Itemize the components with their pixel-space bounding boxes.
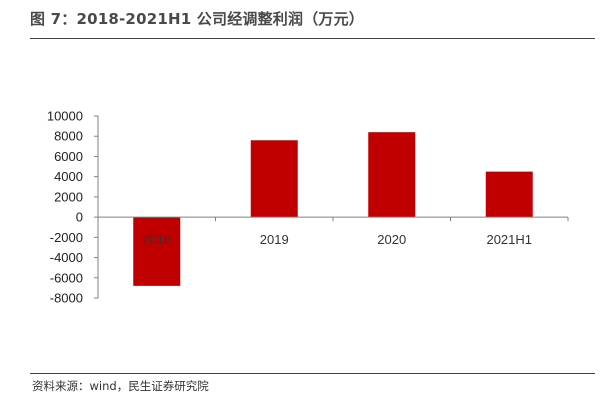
bar-2019 xyxy=(250,140,298,218)
bars-layer xyxy=(133,132,533,286)
bar-2020 xyxy=(368,132,416,218)
y-tick-label: 0 xyxy=(76,210,83,225)
y-tick-label: -2000 xyxy=(50,230,83,245)
y-tick-label: 8000 xyxy=(54,129,83,144)
chart-title: 图 7：2018-2021H1 公司经调整利润（万元） xyxy=(30,10,364,28)
source-note: 资料来源：wind，民生证券研究院 xyxy=(32,379,209,393)
y-tick-label: -8000 xyxy=(50,291,83,306)
x-category-label: 2018 xyxy=(142,232,171,247)
x-category-label: 2019 xyxy=(260,232,289,247)
axis-layer: 10000 8000 6000 4000 2000 0 -2000 -4000 -6000 -80… xyxy=(47,109,569,306)
y-tick-label: 6000 xyxy=(54,149,83,164)
y-tick-label: 2000 xyxy=(54,189,83,204)
bar-2018 xyxy=(133,217,181,286)
x-category-label: 2021H1 xyxy=(486,232,532,247)
title-divider xyxy=(30,38,595,39)
source-divider xyxy=(30,373,595,374)
y-tick-label: -6000 xyxy=(50,270,83,285)
x-category-label: 2020 xyxy=(377,232,406,247)
bar-2021h1 xyxy=(485,171,533,218)
y-tick-label: 4000 xyxy=(54,169,83,184)
y-tick-label: 10000 xyxy=(47,109,83,124)
y-tick-label: -4000 xyxy=(50,250,83,265)
